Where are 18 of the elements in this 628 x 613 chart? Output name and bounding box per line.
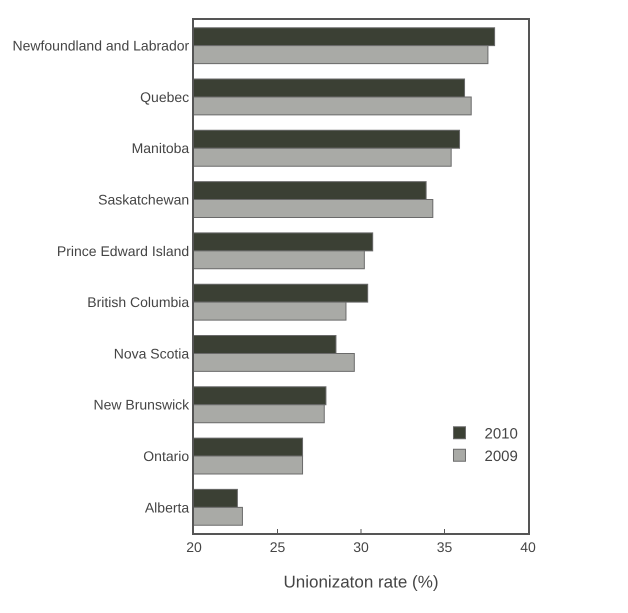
y-tick-label: New Brunswick	[93, 396, 190, 413]
legend-label: 2010	[484, 426, 518, 443]
y-tick-label: Nova Scotia	[114, 345, 190, 362]
y-tick-label: Alberta	[144, 499, 190, 516]
x-tick-label: 40	[520, 538, 536, 555]
y-tick-label: Saskatchewan	[98, 191, 190, 208]
x-tick-label: 20	[186, 538, 202, 555]
y-tick-label: Prince Edward Island	[56, 242, 190, 259]
y-tick-label: Newfoundland and Labrador	[12, 38, 190, 54]
y-tick-label: Manitoba	[132, 140, 190, 156]
x-tick-label: 25	[270, 538, 286, 555]
x-tick-label: 35	[436, 538, 452, 555]
x-tick-label: 30	[353, 538, 369, 555]
y-tick-label: Quebec	[140, 88, 190, 105]
x-axis-title: Unionizaton rate (%)	[284, 572, 438, 592]
legend-label: 2009	[484, 448, 518, 466]
y-tick-label: Ontario	[143, 448, 190, 464]
y-tick-label: British Columbia	[87, 294, 190, 310]
